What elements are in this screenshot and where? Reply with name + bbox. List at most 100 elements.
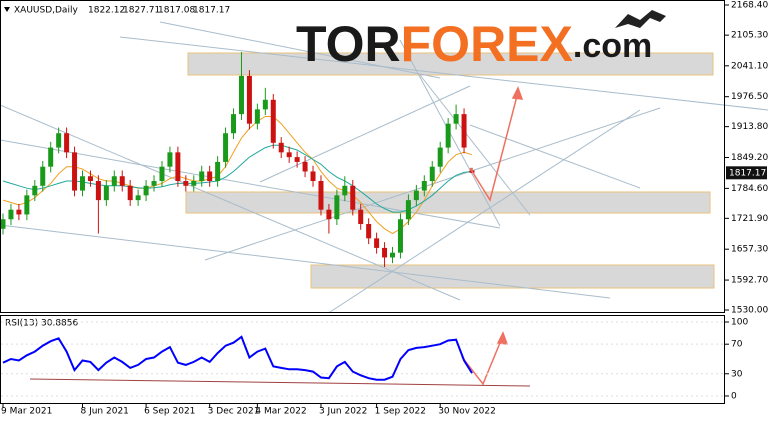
candle-body (183, 181, 189, 186)
candle-body (56, 133, 62, 148)
y-tick-label: 1530.00 (731, 306, 768, 316)
current-price-box (726, 166, 767, 180)
y-tick-label: 1976.50 (731, 92, 768, 102)
price-frame (0, 0, 725, 313)
ohlc-high: 1827.71 (123, 6, 160, 16)
candle-body (0, 219, 6, 229)
watermark-part: FOREX (401, 16, 573, 72)
trendline (0, 139, 501, 229)
candle-body (151, 181, 157, 186)
candle-body (286, 152, 292, 158)
candle-body (111, 176, 117, 186)
x-tick-label: 8 Jun 2021 (80, 407, 128, 417)
candle-body (397, 219, 403, 253)
candle-body (135, 195, 141, 201)
y-tick-label: 2168.40 (731, 1, 768, 11)
candle-body (103, 185, 109, 201)
price-plot (0, 52, 475, 268)
candle-body (445, 123, 451, 148)
trendline (0, 104, 461, 301)
candle-body (334, 195, 340, 220)
x-tick-label: 3 Jun 2022 (319, 407, 367, 417)
watermark: TORFOREX.com (296, 10, 666, 72)
candle-body (310, 171, 316, 182)
support-zone (310, 264, 715, 289)
watermark-bull (615, 10, 666, 28)
rsi-tick-label: 30 (731, 369, 743, 379)
candle-body (191, 181, 197, 186)
candle-body (374, 238, 380, 248)
candle-body (278, 142, 284, 153)
candle-body (294, 157, 300, 162)
candle-body (246, 75, 252, 124)
candle-body (231, 114, 237, 134)
watermark-text: TORFOREX.com (296, 16, 652, 72)
ohlc-open: 1822.12 (88, 6, 125, 16)
candle-body (366, 224, 372, 239)
candle-body (207, 171, 213, 182)
candle-body (421, 181, 427, 191)
rsi-frame (0, 315, 725, 404)
y-tick-label: 1849.20 (731, 153, 768, 163)
symbol-title: XAUUSD,Daily (14, 6, 78, 16)
candle-body (16, 209, 22, 215)
candle-body (143, 185, 149, 196)
candle-body (72, 152, 78, 191)
watermark-part: TOR (296, 16, 401, 72)
zones (185, 52, 715, 289)
candle-body (167, 152, 173, 167)
rsi-value: 30.8856 (41, 319, 78, 329)
candle-body (390, 252, 396, 258)
trendline (119, 36, 768, 111)
candle-body (40, 166, 46, 186)
candle-body (254, 109, 260, 124)
candle-body (48, 147, 54, 167)
candle-body (64, 133, 70, 153)
y-tick-label: 1592.70 (731, 276, 768, 286)
candle-body (32, 185, 38, 196)
forecast-arrows (461, 86, 524, 386)
candle-body (24, 195, 30, 215)
header: XAUUSD,Daily 1822.12 1827.71 1817.08 181… (5, 6, 230, 329)
trendline (419, 74, 531, 216)
y-tick-label: 2105.30 (731, 31, 768, 41)
ohlc-close: 1817.17 (193, 6, 230, 16)
trendline (469, 124, 641, 189)
candle-body (429, 166, 435, 182)
x-tick-label: 4 Mar 2022 (255, 407, 306, 417)
candle-body (461, 114, 467, 148)
y-tick-label: 1721.90 (731, 214, 768, 224)
candle-body (350, 185, 356, 210)
candle-body (199, 171, 205, 182)
candle-body (79, 176, 85, 191)
candle-body (318, 181, 324, 210)
y-tick-label: 1657.30 (731, 245, 768, 255)
rsi-title: RSI(13) (5, 319, 38, 329)
candle-body (413, 190, 419, 201)
x-tick-label: 30 Nov 2022 (438, 407, 496, 417)
rsi-trendline (29, 378, 531, 387)
candle-body (215, 161, 221, 182)
rsi-tick-label: 70 (731, 340, 743, 350)
candle-body (270, 99, 276, 143)
rsi-line (2, 335, 473, 381)
menu-icon (4, 7, 10, 12)
candle-body (302, 161, 308, 172)
candle-body (405, 200, 411, 220)
rsi-tick-label: 100 (731, 317, 748, 327)
candle-body (95, 181, 101, 201)
resistance-zone (187, 52, 714, 76)
x-tick-label: 6 Sep 2021 (144, 407, 195, 417)
trendline (329, 109, 641, 313)
forecast-arrow (469, 91, 519, 202)
candle-body (8, 209, 14, 220)
candle-body (453, 114, 459, 124)
candle-body (262, 99, 268, 110)
trendline (259, 85, 471, 183)
x-tick-label: 9 Mar 2021 (1, 407, 52, 417)
candle-body (358, 209, 364, 225)
y-tick-label: 1784.60 (731, 184, 768, 194)
candle-body (127, 185, 133, 201)
candle-body (238, 75, 244, 115)
